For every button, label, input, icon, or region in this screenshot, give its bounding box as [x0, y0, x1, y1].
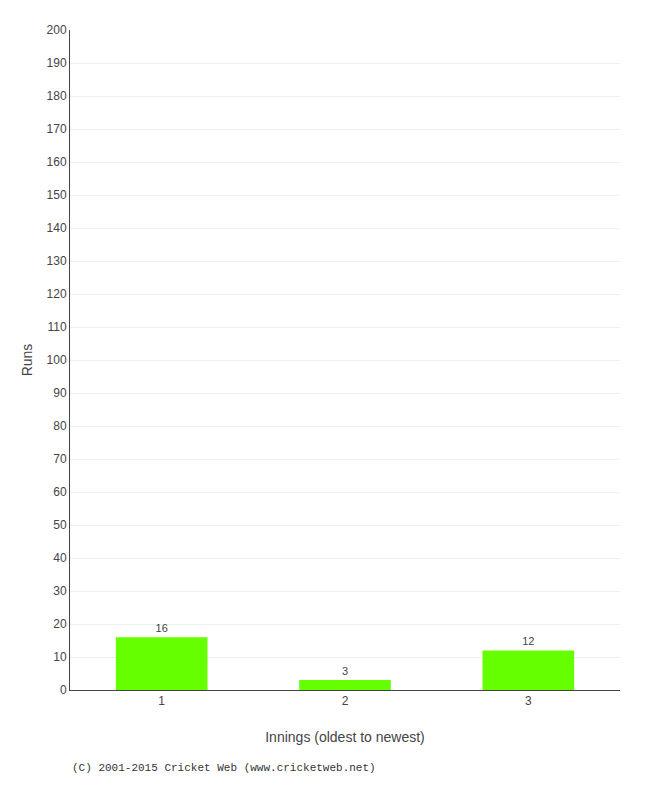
svg-text:80: 80: [53, 419, 67, 433]
svg-text:3: 3: [525, 694, 532, 708]
svg-text:10: 10: [53, 650, 67, 664]
svg-text:190: 190: [47, 56, 67, 70]
svg-text:Runs: Runs: [19, 344, 35, 377]
svg-text:16: 16: [156, 622, 168, 634]
svg-text:30: 30: [53, 584, 67, 598]
svg-text:3: 3: [342, 665, 348, 677]
svg-text:0: 0: [60, 683, 67, 697]
svg-text:160: 160: [47, 155, 67, 169]
svg-text:(C) 2001-2015 Cricket Web (www: (C) 2001-2015 Cricket Web (www.cricketwe…: [72, 762, 376, 774]
svg-text:1: 1: [158, 694, 165, 708]
svg-text:50: 50: [53, 518, 67, 532]
svg-text:130: 130: [47, 254, 67, 268]
svg-text:70: 70: [53, 452, 67, 466]
svg-text:90: 90: [53, 386, 67, 400]
svg-text:140: 140: [47, 221, 67, 235]
svg-text:200: 200: [47, 23, 67, 37]
svg-text:170: 170: [47, 122, 67, 136]
svg-text:60: 60: [53, 485, 67, 499]
svg-text:120: 120: [47, 287, 67, 301]
svg-text:20: 20: [53, 617, 67, 631]
svg-text:2: 2: [342, 694, 349, 708]
svg-text:Innings (oldest to newest): Innings (oldest to newest): [265, 729, 425, 745]
svg-text:12: 12: [522, 635, 534, 647]
svg-text:40: 40: [53, 551, 67, 565]
svg-text:100: 100: [47, 353, 67, 367]
svg-text:110: 110: [47, 320, 66, 334]
svg-text:180: 180: [47, 89, 67, 103]
svg-text:150: 150: [47, 188, 67, 202]
